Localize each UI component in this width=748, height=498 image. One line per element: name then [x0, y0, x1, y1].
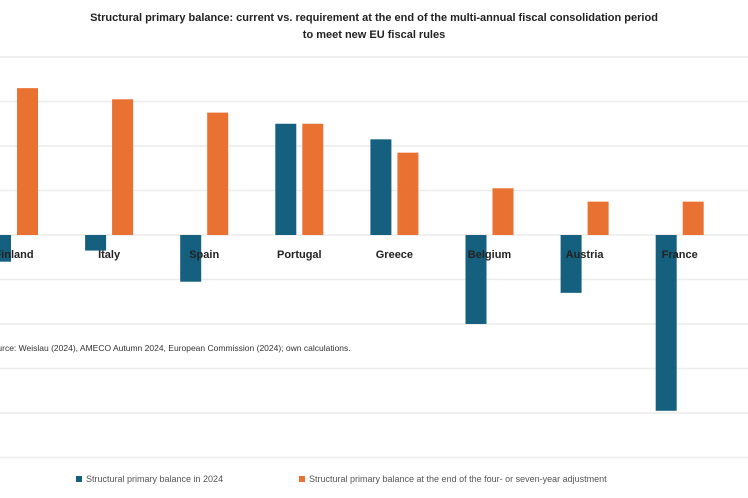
category-label-belgium: Belgium	[468, 249, 512, 261]
bar-belgium-2024	[465, 235, 487, 324]
category-label-austria: Austria	[566, 249, 605, 261]
chart-title-line-1: Structural primary balance: current vs. …	[90, 12, 658, 24]
bar-france-2024	[655, 235, 677, 411]
category-label-finland: Finland	[0, 249, 34, 261]
bar-finland-2024	[0, 235, 11, 262]
bar-italy-2024	[85, 235, 107, 251]
source-note: Source: Weislau (2024), AMECO Autumn 202…	[0, 343, 351, 353]
legend-swatch-adjustment	[299, 476, 305, 482]
legend-swatch-2024	[76, 476, 82, 482]
category-label-spain: Spain	[189, 249, 219, 261]
legend: Structural primary balance in 2024 Struc…	[76, 474, 607, 484]
category-label-italy: Italy	[98, 249, 121, 261]
chart-title-line-2: to meet new EU fiscal rules	[303, 29, 445, 41]
bar-austria-2024	[560, 235, 582, 293]
legend-label-adjustment: Structural primary balance at the end of…	[309, 474, 607, 484]
bar-belgium-adjustment	[492, 188, 514, 235]
bar-finland-adjustment	[17, 88, 38, 236]
category-label-france: France	[662, 249, 698, 261]
legend-label-2024: Structural primary balance in 2024	[86, 474, 223, 484]
bar-italy-adjustment	[112, 99, 134, 236]
bars	[0, 88, 704, 411]
bar-austria-adjustment	[587, 201, 609, 235]
bar-greece-adjustment	[397, 152, 419, 235]
bar-portugal-2024	[275, 123, 297, 235]
bar-greece-2024	[370, 139, 392, 235]
bar-spain-adjustment	[207, 112, 229, 235]
bar-portugal-adjustment	[302, 123, 324, 235]
category-labels: Finland Italy Spain Portugal Greece Belgium Au…	[0, 249, 698, 261]
bar-spain-2024	[180, 235, 202, 282]
category-label-greece: Greece	[376, 249, 413, 261]
bar-france-adjustment	[682, 201, 704, 235]
category-label-portugal: Portugal	[277, 249, 322, 261]
